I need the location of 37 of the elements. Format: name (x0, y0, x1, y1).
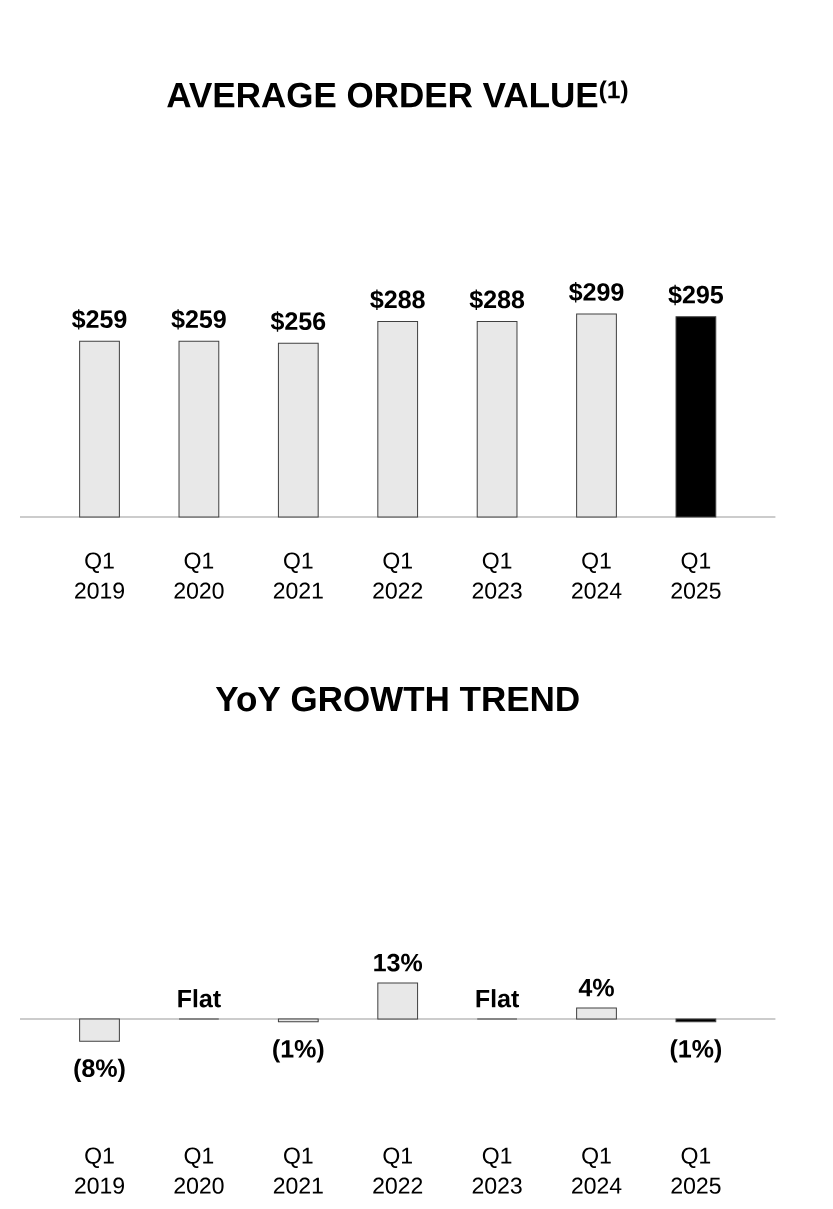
data-label: 4% (578, 978, 614, 997)
data-label: $288 (469, 289, 525, 310)
bar (576, 313, 617, 518)
bar (675, 316, 717, 518)
bar (178, 340, 220, 518)
bar (79, 340, 120, 518)
x-tick-label: Q1 2024 (572, 552, 622, 599)
data-label: (1%) (273, 1039, 324, 1063)
x-tick-label: Q1 2019 (75, 1147, 124, 1194)
data-label: $256 (270, 311, 326, 332)
data-label: $259 (171, 309, 226, 330)
data-label: $299 (569, 282, 624, 303)
x-tick-label: Q1 2024 (572, 1147, 622, 1194)
data-label: 13% (374, 953, 423, 972)
x-tick-label: Q1 2020 (174, 1147, 224, 1194)
x-tick-label: Q1 2020 (174, 552, 224, 599)
x-tick-label: Q1 2025 (671, 552, 721, 599)
x-tick-label: Q1 2021 (273, 1147, 323, 1194)
data-label: $288 (370, 289, 425, 310)
x-tick-label: Q1 2023 (472, 552, 522, 599)
data-label: Flat (476, 989, 520, 1008)
data-label: Flat (178, 989, 221, 1008)
x-tick-label: Q1 2023 (472, 1147, 522, 1194)
data-label: (1%) (670, 1039, 722, 1063)
chart-title: YoY GROWTH TREND (215, 686, 579, 712)
x-tick-label: Q1 2022 (373, 1147, 423, 1194)
x-tick-label: Q1 2021 (273, 552, 323, 599)
data-label: $295 (668, 284, 723, 306)
chart-title: AVERAGE ORDER VALUE$^{(1)}$ (167, 80, 628, 108)
bar (476, 320, 518, 518)
bar (377, 320, 419, 518)
bar (277, 342, 319, 518)
data-label: $259 (72, 309, 127, 330)
x-tick-label: Q1 2025 (671, 1147, 721, 1194)
x-tick-label: Q1 2019 (75, 552, 124, 599)
data-label: (8%) (74, 1058, 125, 1082)
x-tick-label: Q1 2022 (373, 552, 423, 599)
